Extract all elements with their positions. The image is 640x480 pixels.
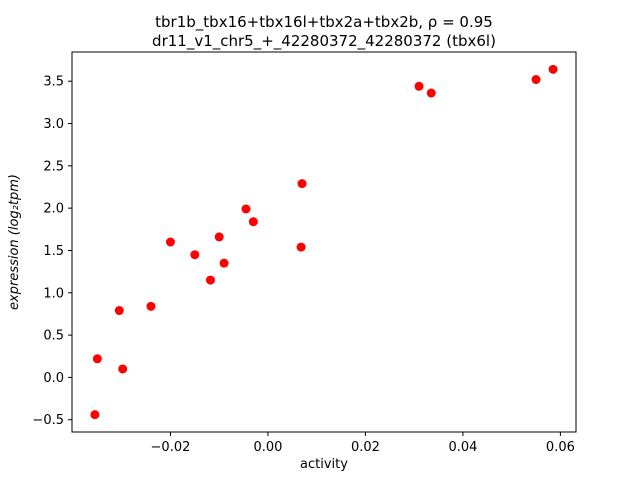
data-point	[241, 204, 251, 214]
y-axis-label: expression (log₂tpm)	[7, 174, 22, 310]
data-point	[248, 217, 258, 227]
x-tick-label: −0.02	[151, 440, 191, 455]
data-point	[118, 364, 128, 374]
chart-title-line2: dr11_v1_chr5_+_42280372_42280372 (tbx6l)	[152, 32, 496, 51]
x-axis-label: activity	[300, 457, 348, 472]
data-point	[114, 306, 124, 316]
data-point	[296, 242, 306, 252]
chart-title-line1: tbr1b_tbx16+tbx16l+tbx2a+tbx2b, ρ = 0.95	[155, 13, 493, 32]
data-point	[165, 237, 175, 247]
x-tick-label: 0.06	[546, 440, 575, 455]
y-tick-label: −0.5	[32, 413, 64, 428]
y-tick-label: 3.5	[43, 75, 64, 90]
y-tick-label: 1.5	[43, 244, 64, 259]
y-tick-label: 2.0	[43, 202, 64, 217]
data-point	[414, 81, 424, 91]
y-tick-label: 2.5	[43, 159, 64, 174]
data-point	[190, 250, 200, 260]
data-point	[146, 301, 156, 311]
data-point	[205, 275, 215, 285]
axes-frame	[71, 51, 577, 433]
data-point	[426, 88, 436, 98]
x-tick-label: 0.00	[253, 440, 282, 455]
y-tick-label: 3.0	[43, 117, 64, 132]
data-point	[531, 75, 541, 85]
data-point	[219, 258, 229, 268]
y-tick-label: 0.0	[43, 371, 64, 386]
data-point	[214, 232, 224, 242]
x-tick-label: 0.04	[448, 440, 477, 455]
data-point	[90, 410, 100, 420]
data-point	[297, 179, 307, 189]
data-point	[548, 64, 558, 74]
data-point	[92, 354, 102, 364]
y-tick-label: 0.5	[43, 329, 64, 344]
y-tick-label: 1.0	[43, 286, 64, 301]
x-tick-label: 0.02	[351, 440, 380, 455]
plot-area: −0.02 0.00 0.02 0.04 0.06 −0.5 0.0 0.5 1.0 1.5 2.0…	[32, 64, 575, 455]
